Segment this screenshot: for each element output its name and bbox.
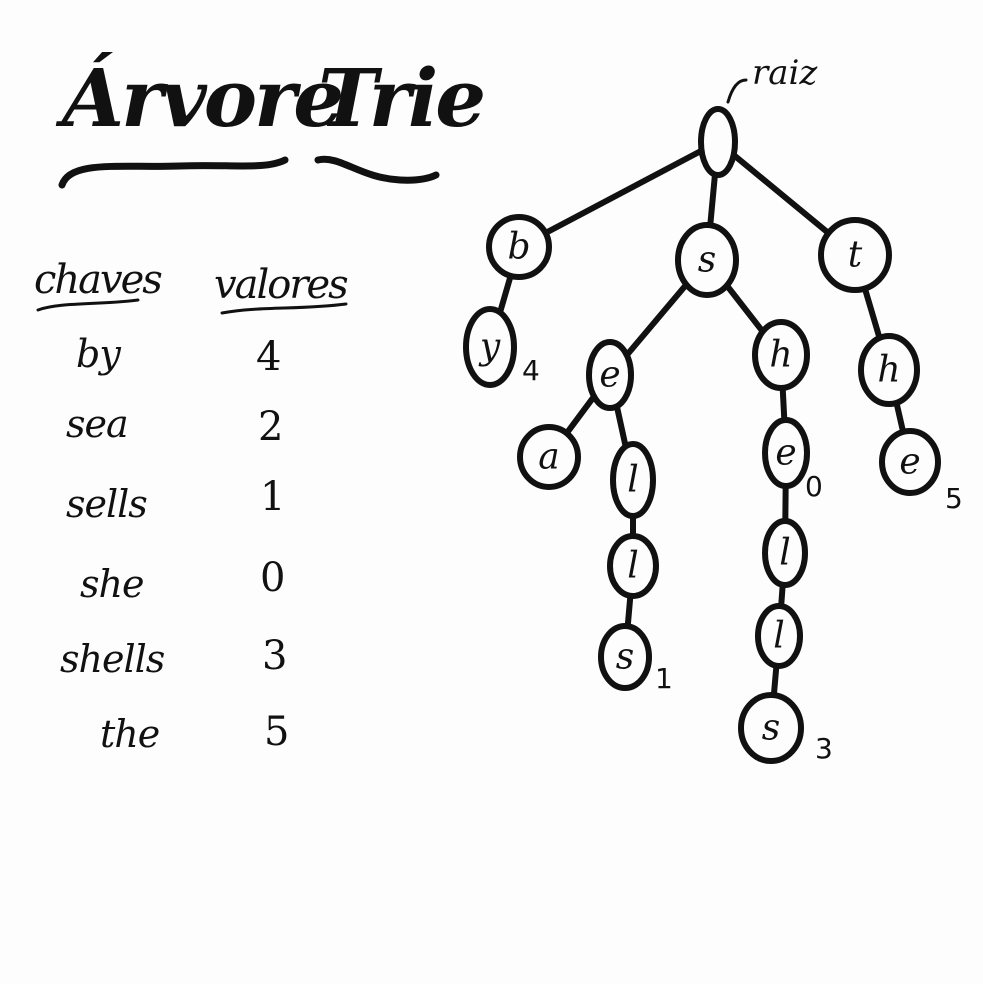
table-key: sea (66, 402, 129, 446)
trie-edge-th-the (893, 399, 907, 435)
trie-node-b: b (486, 214, 552, 280)
trie-edge-b-by (497, 272, 514, 316)
trie-edge-t-th (861, 285, 883, 341)
trie-node-letter: l (627, 546, 639, 587)
trie-node-value: 5 (945, 482, 963, 515)
table-value: 2 (258, 404, 283, 450)
trie-node-sea: a (517, 424, 581, 490)
trie-node-letter: l (773, 616, 785, 657)
title-word-arvore: Árvore (62, 51, 344, 145)
trie-node-letter: h (769, 335, 792, 376)
trie-node-sel: l (610, 441, 656, 519)
trie-edge-se-sea (563, 393, 598, 437)
trie-node-shell: l (755, 603, 803, 669)
trie-node-circle (486, 214, 552, 280)
trie-root-node (698, 106, 738, 178)
table-value: 3 (262, 633, 287, 679)
trie-node-letter: t (848, 235, 863, 276)
trie-node-letter: b (507, 227, 530, 268)
trie-node-circle (762, 417, 810, 489)
trie-edge-sh-she (779, 384, 788, 424)
table-value: 4 (256, 334, 281, 380)
trie-node-se: e (586, 339, 634, 411)
trie-node-letter: e (775, 433, 796, 474)
trie-node-circle (858, 333, 920, 407)
trie-node-s: s (675, 222, 739, 298)
trie-edges (497, 147, 907, 699)
table-value: 1 (260, 474, 285, 520)
table-key: she (80, 562, 144, 606)
trie-node-circle (675, 222, 739, 298)
trie-node-sell: l (607, 533, 659, 599)
trie-node-value: 3 (815, 732, 833, 765)
trie-node-value: 1 (655, 662, 673, 695)
trie-node-sh: h (752, 319, 810, 391)
trie-node-shel: l (762, 518, 808, 588)
trie-node-t: t (818, 217, 892, 293)
table-key: by (76, 332, 121, 376)
trie-node-letter: y (478, 327, 501, 368)
trie-node-value: 4 (522, 354, 540, 387)
trie-edge-shel-shell (778, 581, 786, 610)
trie-node-circle (517, 424, 581, 490)
trie-node-circle (698, 106, 738, 178)
trie-node-circle (755, 603, 803, 669)
trie-node-circle (752, 319, 810, 391)
trie-node-circle (818, 217, 892, 293)
trie-node-by: y4 (463, 306, 540, 388)
trie-edge-s-se (623, 281, 690, 359)
title-word-trie: Trie (318, 51, 486, 145)
trie-node-circle (586, 339, 634, 411)
trie-edge-root-b (542, 147, 705, 237)
trie-node-letter: h (877, 350, 900, 391)
table-key: the (100, 712, 160, 756)
trie-node-circle (610, 441, 656, 519)
trie-edge-root-t (730, 151, 832, 237)
trie-edge-se-sel (613, 403, 629, 450)
trie-node-circle (879, 428, 941, 496)
table-value: 0 (260, 555, 285, 601)
trie-node-letter: l (779, 533, 791, 574)
trie-node-circle (762, 518, 808, 588)
root-annotation-arrow (726, 78, 748, 104)
trie-node-letter: l (627, 460, 639, 501)
trie-node-circle (598, 623, 652, 691)
trie-node-letter: s (698, 240, 716, 281)
trie-node-letter: e (899, 442, 920, 483)
table-key: sells (66, 482, 148, 526)
root-annotation: raiz (752, 53, 818, 93)
table-key: shells (60, 637, 165, 681)
trie-node-she: e0 (762, 417, 823, 503)
trie-node-the: e5 (879, 428, 963, 515)
trie-node-circle (607, 533, 659, 599)
trie-edge-s-sh (723, 282, 766, 335)
trie-node-sells: s1 (598, 623, 673, 695)
trie-node-letter: s (762, 708, 780, 749)
trie-edge-root-s (707, 171, 718, 229)
trie-edge-shell-shells (770, 662, 780, 699)
trie-edge-sell-sells (624, 592, 634, 630)
table-value: 5 (264, 709, 289, 755)
trie-node-letter: a (538, 437, 559, 478)
values-column-header: valores (214, 262, 349, 308)
trie-node-letter: e (599, 355, 620, 396)
trie-node-circle (738, 692, 804, 764)
trie-node-th: h (858, 333, 920, 407)
trie-node-circle (463, 306, 517, 388)
keys-column-header: chaves (34, 257, 163, 303)
trie-node-letter: s (616, 637, 634, 678)
trie-node-value: 0 (805, 470, 823, 503)
